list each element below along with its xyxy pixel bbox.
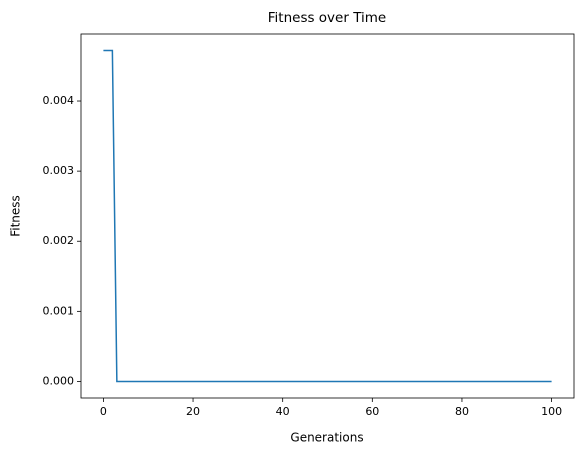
x-tick-label: 80 <box>455 405 469 418</box>
y-tick-label: 0.001 <box>43 304 75 317</box>
x-tick-label: 100 <box>541 405 562 418</box>
x-axis-label: Generations <box>290 431 363 445</box>
x-tick-label: 40 <box>276 405 290 418</box>
y-axis-label: Fitness <box>9 195 23 237</box>
y-tick-label: 0.004 <box>43 94 75 107</box>
y-tick-label: 0.002 <box>43 234 75 247</box>
x-tick-label: 60 <box>365 405 379 418</box>
plot-frame <box>80 33 575 399</box>
y-tick-label: 0.003 <box>43 164 75 177</box>
y-tick-label: 0.000 <box>43 374 75 387</box>
x-tick-label: 0 <box>100 405 107 418</box>
x-tick-label: 20 <box>186 405 200 418</box>
chart-title: Fitness over Time <box>268 10 386 26</box>
line <box>103 49 552 383</box>
